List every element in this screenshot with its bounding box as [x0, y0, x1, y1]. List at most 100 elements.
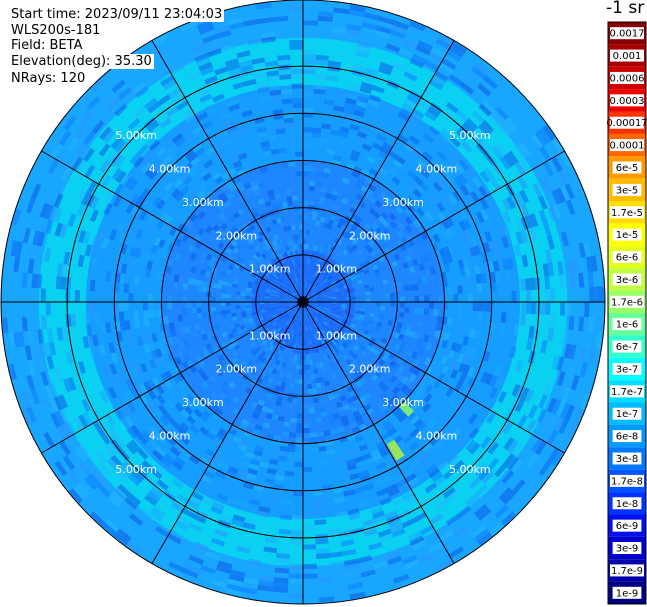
gate-cell — [445, 453, 458, 465]
gate-cell — [380, 449, 391, 458]
gate-cell — [236, 469, 248, 478]
gate-cell — [188, 554, 204, 565]
azimuth-spoke — [151, 301, 304, 564]
gate-cell — [294, 284, 298, 290]
gate-cell — [374, 226, 383, 234]
gate-cell — [257, 399, 265, 407]
gate-cell — [159, 346, 168, 356]
gate-cell — [243, 430, 253, 438]
gate-cell — [377, 215, 386, 224]
gate-cell — [44, 342, 52, 357]
gate-cell — [220, 184, 230, 193]
gate-cell — [380, 211, 389, 220]
gate-cell — [241, 161, 251, 170]
gate-cell — [182, 198, 192, 208]
gate-cell — [438, 248, 447, 258]
gate-cell — [319, 460, 329, 467]
gate-cell — [99, 159, 111, 173]
gate-cell — [338, 332, 345, 338]
gate-cell — [186, 359, 194, 368]
gate-cell — [276, 343, 282, 350]
gate-cell — [183, 353, 191, 362]
gate-cell — [67, 213, 77, 227]
gate-cell — [168, 87, 182, 99]
gate-cell — [24, 345, 33, 361]
gate-cell — [435, 323, 442, 332]
gate-cell — [350, 149, 361, 158]
gate-cell — [227, 281, 233, 287]
gate-cell — [134, 505, 149, 519]
gate-cell — [385, 196, 394, 205]
gate-cell — [497, 390, 507, 404]
gate-cell — [255, 403, 264, 411]
gate-cell — [144, 150, 156, 163]
gate-cell — [334, 288, 340, 292]
gate-cell — [84, 164, 96, 179]
gate-cell — [265, 226, 272, 233]
gate-cell — [62, 455, 76, 471]
gate-cell — [421, 31, 438, 43]
gate-cell — [375, 302, 381, 307]
gate-cell — [285, 285, 290, 290]
gate-cell — [526, 452, 540, 468]
gate-cell — [448, 73, 463, 86]
gate-cell — [373, 560, 389, 570]
gate-cell — [257, 197, 265, 205]
gate-cell — [90, 209, 100, 222]
gate-cell — [385, 551, 401, 561]
gate-cell — [41, 315, 48, 330]
gate-cell — [357, 555, 373, 564]
gate-cell — [303, 107, 314, 113]
gate-cell — [230, 155, 240, 164]
gate-cell — [404, 378, 413, 388]
gate-cell — [334, 348, 340, 355]
gate-cell — [97, 483, 111, 498]
gate-cell — [358, 443, 369, 452]
gate-cell — [226, 192, 235, 200]
gate-cell — [412, 188, 422, 199]
gate-cell — [578, 316, 585, 332]
gate-cell — [579, 361, 588, 378]
gate-cell — [260, 308, 266, 312]
gate-cell — [238, 59, 253, 68]
gate-cell — [251, 184, 260, 192]
gate-cell — [47, 328, 54, 343]
gate-cell — [186, 166, 197, 176]
gate-cell — [304, 325, 307, 331]
gate-cell — [208, 402, 218, 412]
gate-cell — [452, 459, 465, 472]
gate-cell — [257, 237, 264, 244]
gate-cell — [434, 330, 441, 339]
gate-cell — [320, 366, 326, 373]
gate-cell — [71, 156, 84, 171]
gate-cell — [13, 331, 21, 348]
gate-cell — [286, 283, 291, 288]
gate-cell — [489, 522, 505, 536]
gate-cell — [533, 476, 547, 492]
colorbar-tick-label: 0.0006 — [610, 73, 645, 84]
gate-cell — [399, 107, 413, 118]
range-ring — [113, 112, 493, 492]
gate-cell — [477, 83, 492, 97]
gate-cell — [395, 327, 402, 334]
gate-cell — [321, 306, 327, 310]
gate-cell — [559, 151, 572, 168]
gate-cell — [447, 286, 454, 295]
gate-cell — [355, 216, 363, 224]
gate-cell — [258, 506, 271, 513]
gate-cell — [411, 539, 427, 551]
gate-cell — [578, 242, 586, 258]
gate-cell — [90, 196, 100, 210]
gate-cell — [366, 155, 376, 164]
gate-cell — [235, 305, 241, 310]
gate-cell — [179, 158, 191, 169]
gate-cell — [119, 320, 126, 331]
gate-cell — [214, 175, 224, 185]
gate-cell — [359, 314, 365, 319]
gate-cell — [477, 532, 493, 546]
gate-cell — [124, 320, 131, 331]
gate-cell — [431, 195, 441, 206]
gate-cell — [457, 352, 465, 363]
gate-cell — [75, 241, 83, 255]
gate-cell — [368, 542, 383, 551]
